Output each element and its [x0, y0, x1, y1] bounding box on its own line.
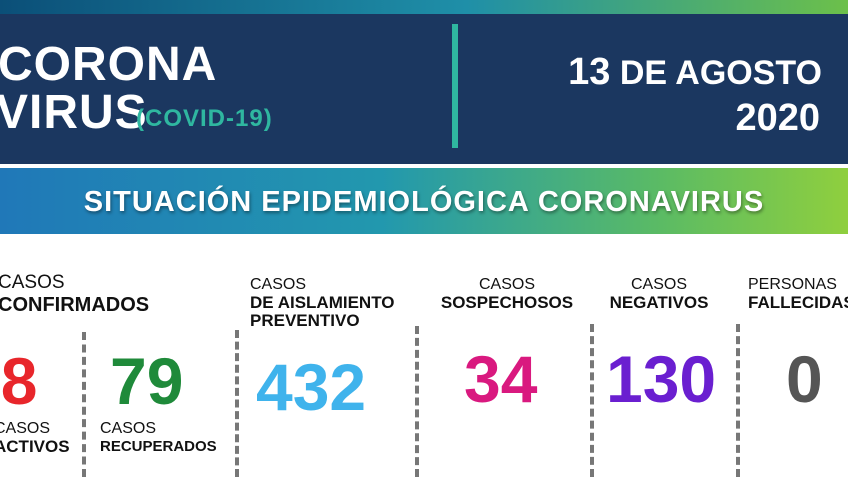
confirmados-label-top: CASOS: [0, 272, 65, 293]
title-line-2: VIRUS: [0, 86, 148, 139]
date-year: 2020: [735, 97, 820, 139]
fallecidas-value: 0: [786, 342, 823, 416]
negativos-label-top: CASOS: [630, 276, 687, 293]
divider-2: [235, 330, 239, 477]
recuperados-label-top: CASOS: [100, 420, 157, 437]
date-day: 13: [568, 51, 611, 93]
title-line-1: CORONA: [0, 38, 218, 91]
covid-subtitle: (COVID-19): [136, 105, 273, 132]
activos-label-top: CASOS: [0, 420, 51, 437]
sospechosos-value: 34: [464, 342, 538, 416]
date-month: DE AGOSTO: [619, 54, 822, 92]
recuperados-label-bold: RECUPERADOS: [100, 438, 217, 455]
divider-3: [415, 326, 419, 477]
header: CORONA VIRUS (COVID-19) 13 DE AGOSTO 202…: [0, 14, 848, 164]
sospechosos-label-top: CASOS: [478, 276, 535, 293]
banner: SITUACIÓN EPIDEMIOLÓGICA CORONAVIRUS: [0, 168, 848, 234]
negativos-value: 130: [606, 342, 717, 416]
recuperados-label: CASOS RECUPERADOS: [100, 420, 217, 456]
negativos-label-bold: NEGATIVOS: [609, 293, 709, 312]
confirmados-label-bold: CONFIRMADOS: [0, 294, 150, 316]
sospechosos-label: CASOS SOSPECHOSOS: [432, 276, 582, 312]
header-divider: [452, 24, 458, 148]
divider-1: [82, 332, 86, 477]
aislamiento-label-top: CASOS: [250, 276, 307, 293]
aislamiento-value: 432: [256, 350, 367, 424]
divider-4: [590, 324, 594, 477]
fallecidas-label-top: PERSONAS: [748, 276, 837, 293]
recuperados-value: 79: [110, 344, 184, 418]
date-line-1: 13 DE AGOSTO: [568, 52, 822, 93]
aislamiento-label: CASOS DE AISLAMIENTO PREVENTIVO: [250, 276, 395, 330]
activos-value: 88: [0, 344, 38, 418]
fallecidas-label: PERSONAS FALLECIDAS: [748, 276, 848, 312]
negativos-label: CASOS NEGATIVOS: [600, 276, 718, 312]
activos-label: CASOS ACTIVOS: [0, 420, 70, 456]
fallecidas-label-bold: FALLECIDAS: [748, 293, 848, 312]
banner-text: SITUACIÓN EPIDEMIOLÓGICA CORONAVIRUS: [83, 186, 765, 218]
top-stripe: [0, 0, 848, 14]
sospechosos-label-bold: SOSPECHOSOS: [440, 293, 574, 312]
divider-5: [736, 324, 740, 477]
confirmados-label: CASOS CONFIRMADOS: [0, 272, 150, 317]
aislamiento-label-bold-1: DE AISLAMIENTO: [250, 293, 395, 312]
activos-label-bold: ACTIVOS: [0, 437, 70, 456]
aislamiento-label-bold-2: PREVENTIVO: [250, 311, 360, 330]
